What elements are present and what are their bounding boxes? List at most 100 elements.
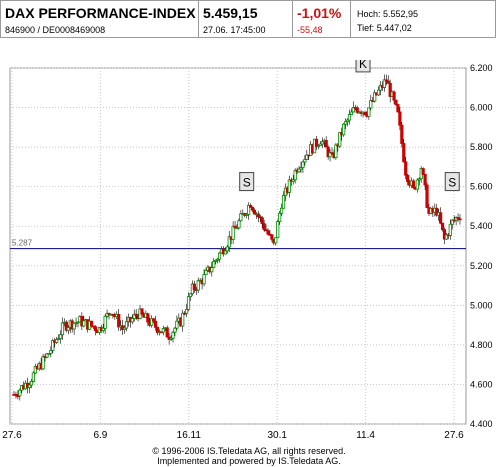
candle-body bbox=[210, 267, 214, 273]
candle-body bbox=[184, 308, 189, 314]
candle-body bbox=[31, 372, 35, 382]
candle-body bbox=[161, 328, 165, 333]
candle-body bbox=[415, 179, 419, 190]
candle-body bbox=[338, 132, 342, 147]
index-name: DAX PERFORMANCE-INDEX bbox=[5, 5, 196, 21]
candle-body bbox=[444, 234, 449, 240]
candle-body bbox=[183, 312, 187, 315]
pattern-marker-box bbox=[444, 172, 460, 192]
candle-body bbox=[223, 250, 227, 255]
candle-body bbox=[60, 322, 65, 336]
candle-body bbox=[171, 331, 175, 339]
pattern-marker-box bbox=[239, 172, 255, 192]
candle-body bbox=[314, 138, 319, 147]
x-tick-label: 30.1 bbox=[267, 430, 287, 441]
candle-body bbox=[345, 119, 350, 123]
candle-body bbox=[373, 92, 377, 102]
powered-by-line: Implemented and powered by IS.Teledata A… bbox=[157, 456, 341, 466]
candle-body bbox=[237, 220, 241, 229]
candle-body bbox=[264, 229, 268, 232]
candle-body bbox=[33, 366, 37, 374]
candle-body bbox=[55, 339, 59, 343]
last-price: 5.459,15 bbox=[203, 5, 258, 21]
candle-body bbox=[404, 161, 408, 176]
candle-body bbox=[175, 320, 179, 329]
candle-body bbox=[169, 337, 173, 340]
candle-body bbox=[274, 237, 278, 244]
candle-body bbox=[400, 124, 404, 144]
candle-body bbox=[369, 100, 373, 109]
quote-header: DAX PERFORMANCE-INDEX 846900 / DE0008469… bbox=[0, 0, 496, 38]
candle-body bbox=[411, 180, 416, 188]
candle-body bbox=[216, 258, 220, 261]
candle-body bbox=[103, 315, 107, 329]
candle-body bbox=[82, 320, 86, 327]
candle-body bbox=[155, 326, 160, 333]
candle-body bbox=[47, 352, 51, 355]
change-percent: -1,01% bbox=[297, 5, 342, 21]
day-range-cell: Hoch: 5.552,95 Tief: 5.447,02 bbox=[351, 1, 497, 37]
candle-body bbox=[260, 217, 264, 225]
day-low-row: Tief: 5.447,02 bbox=[357, 21, 497, 35]
candle-body bbox=[248, 204, 253, 208]
pattern-marker-box bbox=[355, 60, 371, 73]
candle-body bbox=[402, 143, 406, 163]
candle-body bbox=[316, 145, 321, 148]
candle-body bbox=[188, 293, 193, 298]
candle-body bbox=[239, 213, 243, 222]
candle-body bbox=[192, 283, 196, 290]
candle-body bbox=[202, 274, 206, 285]
candle-body bbox=[105, 312, 109, 317]
y-tick-label: 4.400 bbox=[470, 419, 493, 429]
candle-body bbox=[384, 79, 388, 82]
candle-body bbox=[14, 394, 18, 397]
candle-body bbox=[425, 184, 429, 209]
reference-line-label: 5.287 bbox=[12, 239, 33, 248]
pattern-marker-label: S bbox=[243, 176, 251, 190]
instrument-cell: DAX PERFORMANCE-INDEX 846900 / DE0008469… bbox=[1, 1, 199, 37]
candle-body bbox=[107, 312, 111, 315]
y-tick-label: 6.000 bbox=[470, 103, 493, 113]
candle-body bbox=[122, 327, 127, 330]
y-tick-label: 5.400 bbox=[470, 221, 493, 231]
y-tick-label: 5.800 bbox=[470, 142, 493, 152]
candle-body bbox=[450, 219, 454, 225]
y-tick-label: 6.200 bbox=[470, 63, 493, 73]
change-absolute: -55,48 bbox=[297, 25, 323, 35]
candle-body bbox=[245, 213, 249, 216]
candle-body bbox=[150, 318, 154, 326]
candle-body bbox=[347, 114, 352, 121]
candle-body bbox=[392, 91, 396, 101]
pattern-marker-label: K bbox=[359, 60, 367, 71]
x-tick-label: 16.11 bbox=[177, 430, 202, 441]
high-label: Hoch: bbox=[357, 9, 381, 19]
candle-body bbox=[235, 227, 239, 230]
candle-body bbox=[152, 318, 156, 322]
candle-body bbox=[351, 107, 355, 113]
candle-body bbox=[212, 261, 216, 268]
y-tick-label: 5.000 bbox=[470, 300, 493, 310]
candle-body bbox=[51, 340, 55, 351]
candle-body bbox=[252, 209, 257, 215]
change-cell: -1,01% -55,48 bbox=[293, 1, 351, 37]
candle-body bbox=[146, 313, 150, 323]
pattern-marker-label: S bbox=[448, 176, 456, 190]
high-value: 5.552,95 bbox=[383, 9, 419, 19]
candle-body bbox=[227, 236, 231, 248]
candle-body bbox=[41, 356, 45, 370]
candle-body bbox=[45, 353, 49, 358]
y-tick-label: 4.600 bbox=[470, 379, 493, 389]
copyright-footer: © 1996-2006 IS.Teledata AG, all rights r… bbox=[0, 446, 498, 466]
candle-body bbox=[442, 229, 447, 240]
candle-body bbox=[334, 144, 338, 158]
candle-body bbox=[217, 252, 222, 260]
candle-body bbox=[440, 222, 445, 231]
candle-body bbox=[130, 318, 134, 323]
candle-body bbox=[279, 207, 284, 214]
candle-body bbox=[417, 178, 421, 181]
candle-body bbox=[204, 269, 208, 276]
candle-body bbox=[256, 213, 260, 218]
candle-body bbox=[376, 89, 381, 96]
copyright-line: © 1996-2006 IS.Teledata AG, all rights r… bbox=[152, 446, 346, 456]
candle-body bbox=[124, 321, 129, 329]
